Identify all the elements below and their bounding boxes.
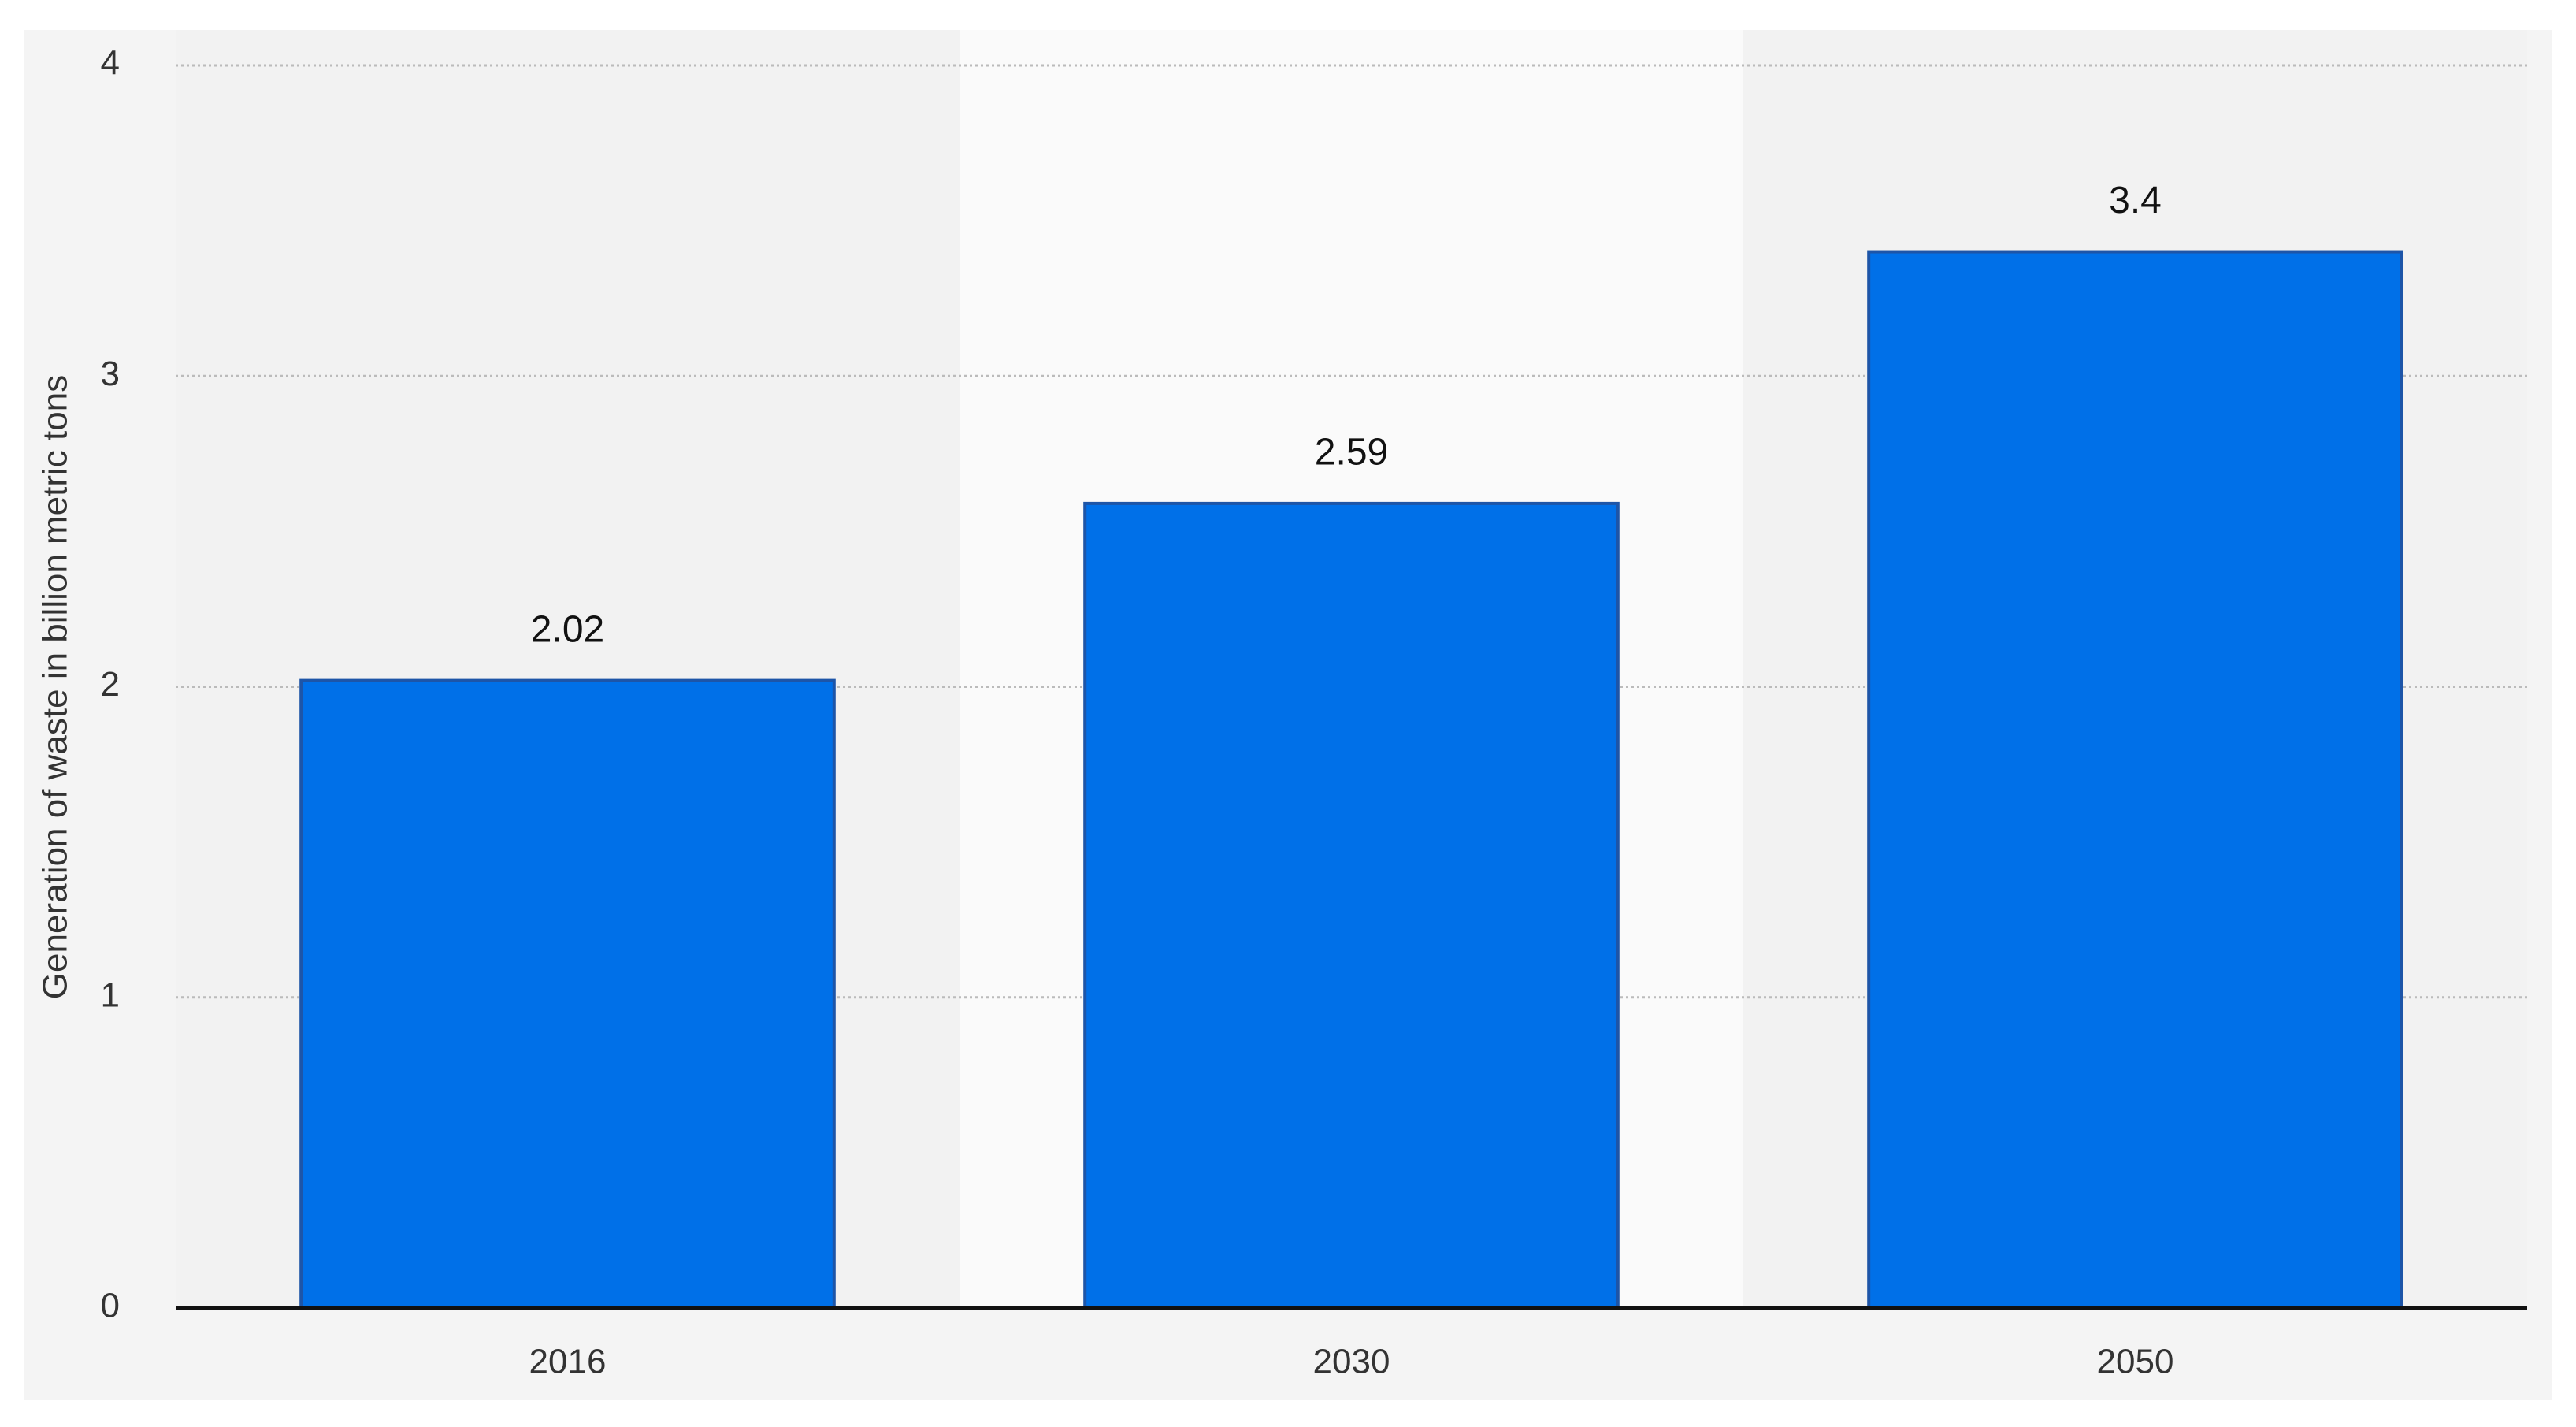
y-tick-label: 4 — [101, 44, 120, 83]
value-label: 2.59 — [1315, 432, 1388, 474]
y-tick-label: 3 — [101, 355, 120, 393]
bar — [299, 678, 836, 1310]
value-label: 3.4 — [2109, 180, 2162, 221]
y-axis-title: Generation of waste in billion metric to… — [36, 375, 75, 999]
x-tick-label: 2050 — [2097, 1343, 2174, 1381]
y-tick-label: 2 — [101, 665, 120, 704]
y-tick-label: 0 — [101, 1287, 120, 1325]
bar — [1867, 250, 2403, 1310]
y-tick-label: 1 — [101, 975, 120, 1014]
value-label: 2.02 — [531, 608, 604, 650]
x-tick-label: 2016 — [529, 1343, 607, 1381]
x-tick-label: 2030 — [1313, 1343, 1390, 1381]
bar — [1083, 501, 1620, 1310]
